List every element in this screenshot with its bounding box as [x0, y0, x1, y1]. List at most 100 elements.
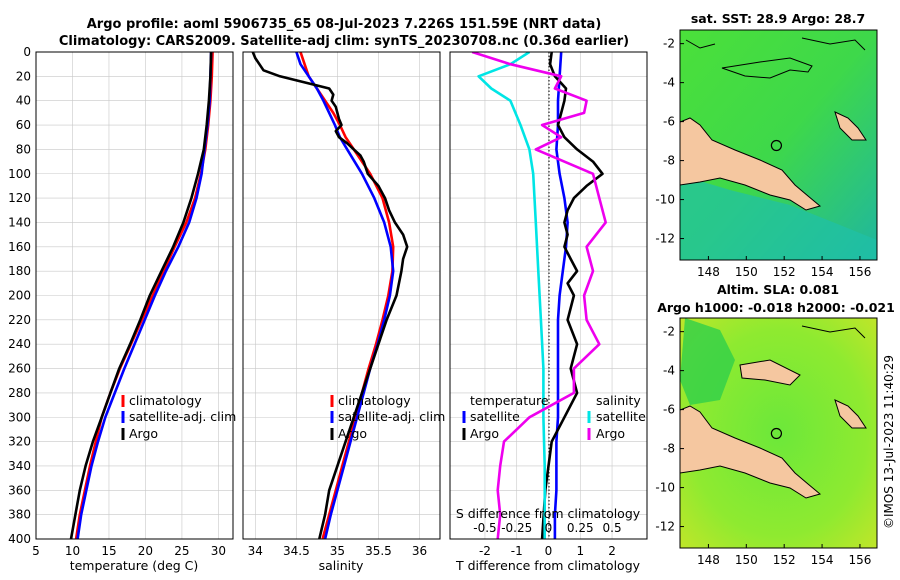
- series-line-temperature-satellite: [553, 52, 569, 539]
- lat-tick-label: -6: [663, 403, 675, 417]
- sst-map: sat. SST: 28.9 Argo: 28.7 148 150 152 154 15…: [655, 11, 878, 279]
- cool-water-patch: [680, 175, 877, 260]
- lon-tick-label: 150: [735, 553, 758, 567]
- temperature-tick-labels: 5 10 15 20 25 30: [32, 544, 226, 558]
- temperature-grid: [35, 52, 233, 539]
- depth-tick-label: 0: [23, 45, 31, 59]
- depth-tick-label: 20: [16, 69, 31, 83]
- s-difference-xlabel: S difference from climatology: [456, 506, 641, 521]
- new-guinea-land: [680, 405, 822, 499]
- legend-label-climatology: climatology: [338, 393, 411, 408]
- x-tick-label: -1: [511, 544, 523, 558]
- x-tick-label: 0: [545, 544, 553, 558]
- sla-map-title-2: Argo h1000: -0.018 h2000: -0.021: [657, 300, 895, 315]
- depth-tick-label: 180: [8, 264, 31, 278]
- salinity-tick-labels: 34 34.5 35 35.5 36: [248, 544, 427, 558]
- t-difference-tick-labels: -2 -1 0 1 2: [479, 544, 616, 558]
- lon-tick-label: 154: [811, 265, 834, 279]
- depth-tick-label: 280: [8, 386, 31, 400]
- difference-axes-box: [449, 51, 648, 540]
- s-diff-tick-label: -0.25: [501, 521, 532, 535]
- new-britain-land: [739, 359, 801, 386]
- lat-tick-label: -8: [663, 154, 675, 168]
- legend-label-temp-argo: Argo: [470, 426, 499, 441]
- x-tick-label: 36: [412, 544, 427, 558]
- sla-map-tick-labels: 148 150 152 154 156 -2 -4 -6 -8 -10 -12: [655, 325, 871, 567]
- depth-tick-label: 260: [8, 362, 31, 376]
- depth-tick-label: 40: [16, 94, 31, 108]
- new-britain-coast: [721, 57, 813, 79]
- salinity-xlabel: salinity: [319, 558, 364, 573]
- series-line-temperature-argo: [540, 52, 604, 539]
- lat-tick-label: -4: [663, 76, 675, 90]
- legend-label-temp-satellite: satellite: [470, 409, 520, 424]
- series-line-argo: [69, 52, 213, 539]
- depth-tick-label: 320: [8, 435, 31, 449]
- lon-tick-label: 156: [848, 553, 871, 567]
- salinity-grid: [243, 52, 440, 539]
- series-line-argo: [251, 52, 409, 539]
- s-diff-tick-label: 0: [545, 521, 553, 535]
- bougainville-land: [834, 399, 867, 429]
- series-line-climatology: [299, 52, 395, 539]
- salinity-axes-box: [242, 51, 441, 540]
- bougainville-land: [834, 111, 867, 141]
- temperature-axes-box: [35, 51, 234, 540]
- s-difference-tick-labels: -0.5 -0.25 0 0.25 0.5: [473, 521, 621, 535]
- depth-tick-label: 160: [8, 240, 31, 254]
- s-diff-tick-label: 0.25: [567, 521, 594, 535]
- x-tick-label: -2: [479, 544, 491, 558]
- x-tick-label: 10: [65, 544, 80, 558]
- depth-tick-label: 220: [8, 313, 31, 327]
- lat-tick-label: -10: [655, 193, 675, 207]
- lon-tick-label: 148: [697, 265, 720, 279]
- lat-tick-label: -2: [663, 325, 675, 339]
- x-tick-label: 2: [608, 544, 616, 558]
- x-tick-label: 1: [576, 544, 584, 558]
- lon-tick-label: 152: [773, 265, 796, 279]
- series-line-salinity-satellite: [477, 52, 547, 539]
- temperature-xlabel: temperature (deg C): [70, 558, 199, 573]
- difference-panel: -2 -1 0 1 2 -0.5 -0.25 0 0.25 0.5 S difference f…: [449, 51, 648, 573]
- depth-tick-label: 200: [8, 289, 31, 303]
- lon-tick-label: 152: [773, 553, 796, 567]
- islands-coast: [685, 39, 716, 49]
- x-tick-label: 34: [248, 544, 263, 558]
- argo-position-marker: [770, 427, 783, 440]
- depth-tick-label: 100: [8, 167, 31, 181]
- s-diff-tick-label: 0.5: [603, 521, 622, 535]
- lon-tick-label: 150: [735, 265, 758, 279]
- lat-tick-label: -12: [655, 520, 675, 534]
- x-tick-label: 25: [174, 544, 189, 558]
- temperature-lines: [69, 52, 214, 539]
- temperature-panel: 0 20 40 60 80 100 120 140 160 180 200 220 240 260 280 3…: [8, 45, 236, 573]
- legend-title-salinity: salinity: [596, 393, 641, 408]
- sst-map-title: sat. SST: 28.9 Argo: 28.7: [691, 11, 865, 26]
- low-sla-patch: [680, 318, 735, 405]
- lat-tick-label: -12: [655, 232, 675, 246]
- salinity-lines: [251, 52, 409, 539]
- legend-label-climatology: climatology: [129, 393, 202, 408]
- x-tick-label: 30: [211, 544, 226, 558]
- legend-label-argo: Argo: [129, 426, 158, 441]
- x-tick-label: 20: [138, 544, 153, 558]
- legend-title-temperature: temperature: [470, 393, 549, 408]
- lon-tick-label: 148: [697, 553, 720, 567]
- x-tick-label: 15: [101, 544, 116, 558]
- depth-tick-label: 360: [8, 483, 31, 497]
- x-tick-label: 35.5: [365, 544, 392, 558]
- lat-tick-label: -6: [663, 115, 675, 129]
- figure-title-line-1: Argo profile: aoml 5906735_65 08-Jul-202…: [87, 17, 602, 32]
- lat-tick-label: -8: [663, 442, 675, 456]
- depth-tick-label: 300: [8, 410, 31, 424]
- legend-label-satellite: satellite-adj. clim: [338, 409, 445, 424]
- lon-tick-label: 154: [811, 553, 834, 567]
- lat-tick-label: -4: [663, 364, 675, 378]
- legend-label-satellite: satellite-adj. clim: [129, 409, 236, 424]
- argo-position-marker: [770, 139, 783, 152]
- sla-map-frame: [679, 317, 878, 549]
- new-ireland-coast: [801, 37, 866, 51]
- new-guinea-land: [680, 117, 822, 211]
- temperature-legend: climatology satellite-adj. clim Argo: [121, 393, 236, 441]
- series-line-satellite-adj-clim: [295, 52, 395, 539]
